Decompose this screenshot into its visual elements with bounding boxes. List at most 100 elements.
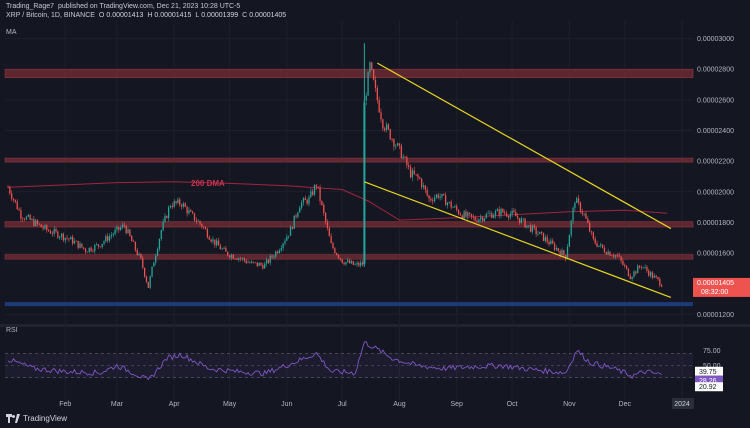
candle-body: [156, 248, 159, 256]
candle-body: [160, 230, 162, 239]
candle-body: [310, 191, 312, 198]
candle-body: [648, 270, 650, 276]
rsi-indicator-label[interactable]: RSI: [6, 327, 18, 334]
candle-body: [190, 210, 192, 212]
candle-body: [529, 225, 532, 232]
candle-body: [601, 244, 604, 248]
candle-body: [461, 215, 463, 219]
tradingview-logo[interactable]: TradingView: [6, 414, 67, 423]
candle-body: [384, 128, 386, 131]
candle-body: [42, 227, 44, 229]
candle-body: [478, 219, 480, 223]
x-tick-label: Sep: [450, 401, 463, 408]
candle-body: [204, 227, 207, 230]
candle-body: [437, 194, 439, 198]
rsi-value-label: 20.92: [699, 384, 717, 391]
candle-body: [457, 209, 460, 214]
candle-body: [559, 251, 561, 256]
descending-channel: [364, 62, 672, 299]
x-tick-label: Nov: [563, 401, 576, 408]
candle-body: [40, 224, 42, 228]
candle-body: [572, 208, 574, 221]
candle-body: [206, 229, 209, 238]
candle-body: [539, 231, 541, 234]
candle-body: [393, 139, 395, 147]
candle-body: [288, 235, 290, 237]
candle-body: [371, 62, 373, 70]
candle-body: [324, 213, 327, 222]
open-value: 0.00001413: [106, 12, 144, 19]
candle-body: [95, 244, 98, 246]
candle-body: [651, 272, 654, 278]
candle-body: [528, 225, 530, 226]
candle-body: [378, 100, 380, 113]
candle-body: [422, 185, 425, 187]
candle-body: [505, 213, 508, 217]
candle-body: [300, 202, 303, 208]
ma-indicator-label[interactable]: MA: [6, 29, 17, 36]
candle-body: [228, 255, 231, 258]
candle-body: [256, 262, 258, 266]
candle-body: [169, 206, 172, 208]
candle-body: [583, 213, 585, 215]
candle-body: [79, 243, 81, 248]
candle-body: [550, 240, 552, 245]
candle-body: [395, 145, 397, 147]
candle-body: [487, 213, 489, 215]
candle-body: [29, 215, 31, 220]
candle-body: [269, 255, 271, 263]
candle-body: [481, 217, 484, 221]
candle-body: [299, 207, 301, 213]
candle-body: [44, 225, 46, 229]
candle-body: [638, 265, 641, 268]
candle-body: [605, 252, 607, 255]
candle-body: [315, 185, 318, 187]
candle-body: [380, 112, 382, 120]
candle-body: [254, 262, 257, 264]
candle-body: [339, 258, 342, 260]
candle-body: [535, 227, 537, 235]
channel-upper-line: [377, 62, 672, 230]
candle-body: [585, 213, 587, 219]
candle-body: [372, 69, 375, 80]
candle-body: [629, 276, 631, 280]
x-tick-label: Dec: [619, 401, 632, 408]
candle-body: [249, 262, 251, 263]
candle-body: [192, 211, 194, 214]
candle-body: [201, 224, 203, 228]
candle-body: [94, 244, 96, 252]
candle-body: [382, 119, 384, 129]
candle-body: [38, 223, 41, 225]
candle-body: [614, 255, 617, 257]
candle-body: [653, 275, 655, 278]
candle-body: [568, 235, 571, 247]
candle-body: [243, 258, 246, 261]
candle-body: [245, 260, 247, 263]
candle-body: [16, 201, 18, 210]
candle-body: [625, 266, 628, 269]
author-name[interactable]: Trading_Rage7: [6, 3, 54, 10]
candle-body: [444, 195, 447, 206]
candle-body: [428, 195, 430, 199]
x-tick-label: Jun: [281, 401, 292, 408]
candle-body: [86, 252, 89, 253]
candle-body: [546, 237, 548, 242]
candle-body: [387, 124, 390, 130]
candle-body: [193, 213, 196, 221]
candle-body: [341, 259, 343, 264]
ma-200-line: [7, 181, 668, 221]
candle-body: [112, 234, 114, 236]
candle-body: [555, 248, 558, 250]
rsi-value-label: 28.26: [699, 378, 717, 385]
candle-body: [22, 218, 24, 220]
symbol-title[interactable]: XRP / Bitcoin, 1D, BINANCE: [6, 12, 95, 19]
candle-body: [182, 203, 185, 207]
rsi-value-tag: [695, 382, 723, 392]
resistance-zone: [4, 221, 694, 228]
candle-body: [522, 218, 524, 220]
candle-body: [581, 211, 583, 214]
candle-body: [219, 245, 222, 250]
candle-body: [275, 251, 277, 257]
candle-body: [177, 199, 179, 203]
candle-body: [302, 198, 305, 203]
